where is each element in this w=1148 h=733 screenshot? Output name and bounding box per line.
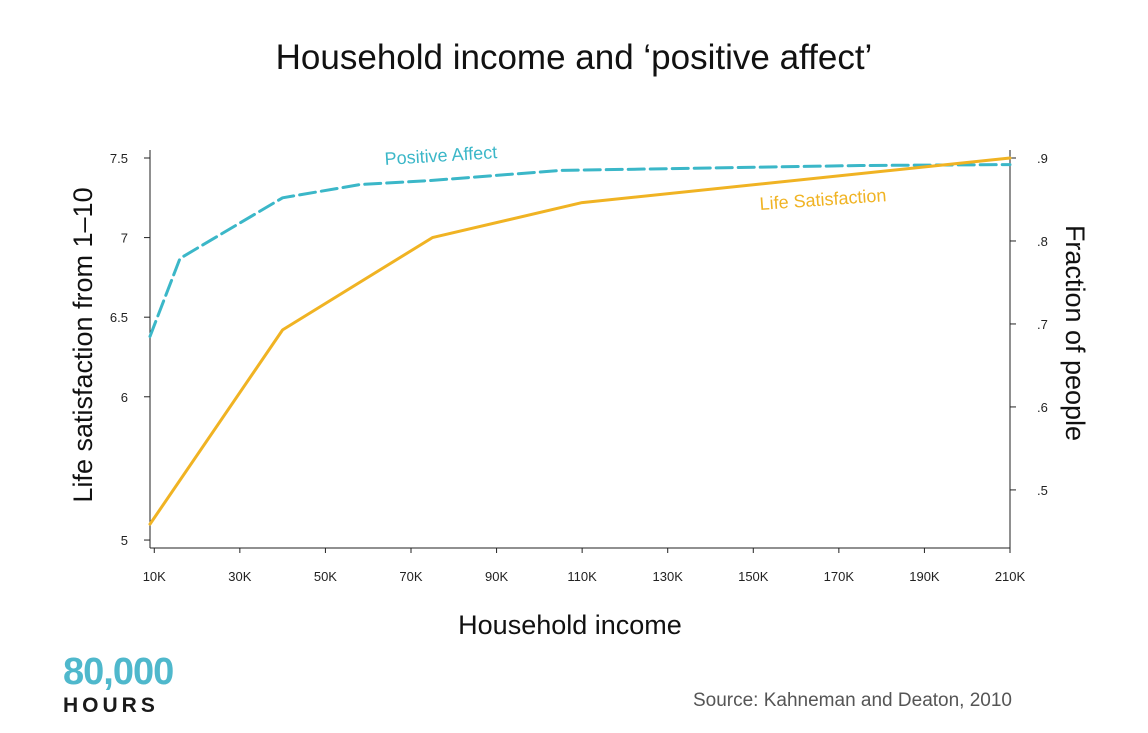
- series-label-life-satisfaction: Life Satisfaction: [759, 185, 887, 214]
- chart-title: Household income and ‘positive affect’: [275, 38, 873, 77]
- x-axis-label: Household income: [458, 610, 682, 640]
- y-left-tick-label: 7.5: [110, 151, 128, 166]
- x-tick-label: 10K: [143, 569, 166, 584]
- x-tick-label: 210K: [995, 569, 1026, 584]
- x-tick-label: 130K: [653, 569, 684, 584]
- y-axis-label-right: Fraction of people: [1060, 225, 1090, 441]
- y-left-tick-label: 5: [121, 533, 128, 548]
- y-right-tick-label: .7: [1037, 317, 1048, 332]
- y-right-tick-label: .6: [1037, 400, 1048, 415]
- logo-number: 80,000: [63, 651, 174, 693]
- logo: 80,000 HOURS: [63, 650, 174, 718]
- logo-word: HOURS: [63, 694, 159, 717]
- x-tick-label: 190K: [909, 569, 940, 584]
- x-tick-label: 70K: [399, 569, 422, 584]
- x-tick-label: 110K: [567, 569, 597, 584]
- y-left-tick-label: 6: [121, 390, 128, 405]
- x-tick-label: 170K: [824, 569, 855, 584]
- series-label-positive-affect: Positive Affect: [384, 142, 498, 169]
- x-tick-label: 30K: [228, 569, 251, 584]
- x-tick-label: 50K: [314, 569, 337, 584]
- x-tick-label: 90K: [485, 569, 508, 584]
- y-axis-label-left: Life satisfaction from 1–10: [68, 187, 98, 502]
- series-line-life-satisfaction: [148, 156, 1012, 526]
- y-left-tick-label: 7: [121, 231, 128, 246]
- y-left-tick-label: 6.5: [110, 310, 128, 325]
- x-tick-label: 150K: [738, 569, 769, 584]
- source-note: Source: Kahneman and Deaton, 2010: [692, 690, 1012, 711]
- series-line-positive-affect: [148, 163, 1012, 338]
- y-right-tick-label: .9: [1037, 151, 1048, 166]
- y-right-tick-label: .8: [1037, 234, 1048, 249]
- y-right-tick-label: .5: [1037, 483, 1048, 498]
